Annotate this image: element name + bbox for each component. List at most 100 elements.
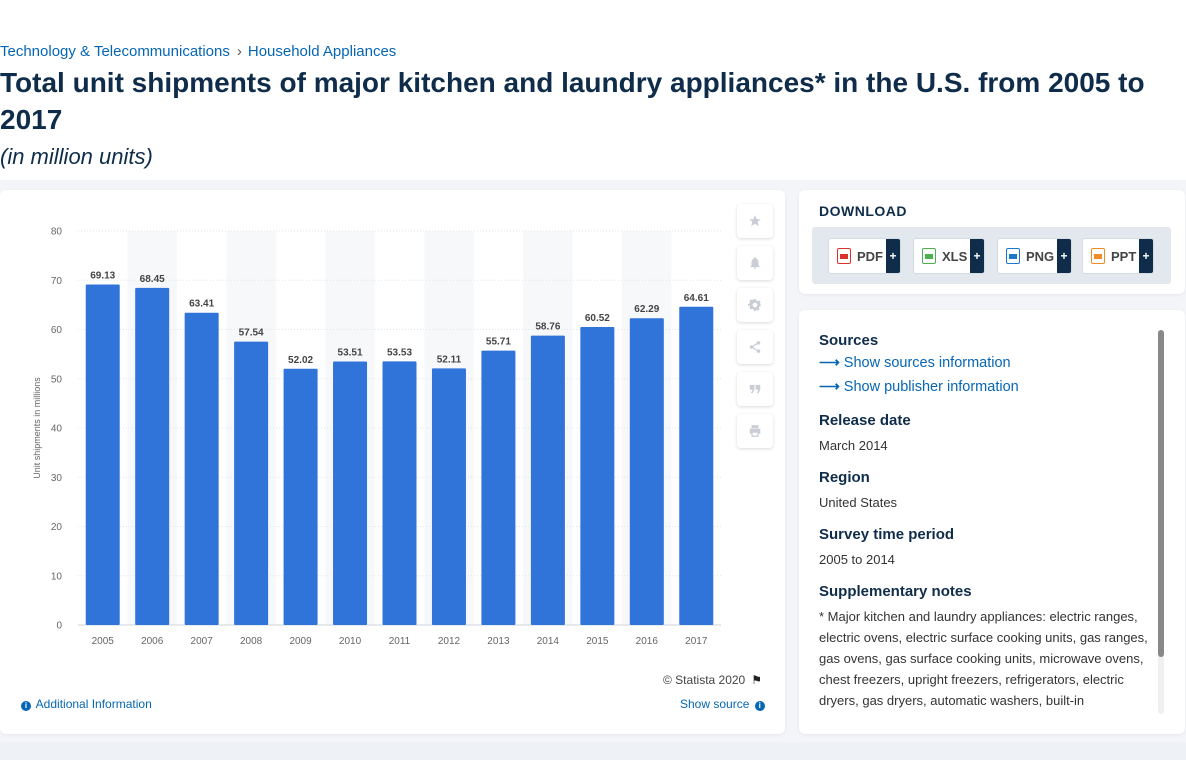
info-icon: i (21, 701, 31, 711)
header-background (0, 0, 1186, 180)
y-tick-label: 70 (51, 276, 63, 287)
arrow-right-icon: ⟶ (819, 355, 840, 371)
bar-value-label: 69.13 (90, 271, 115, 282)
download-title: DOWNLOAD (819, 203, 907, 219)
sources-title: Sources (819, 332, 879, 349)
release-date-section: Release date March 2014 (819, 412, 1154, 456)
x-tick-label: 2008 (240, 636, 263, 647)
bar-value-label: 68.45 (140, 274, 165, 285)
show-source-label: Show source (680, 697, 750, 711)
bar-value-label: 62.29 (634, 304, 659, 315)
bar (629, 318, 664, 625)
bar (679, 306, 714, 625)
bar-value-label: 52.02 (288, 355, 313, 366)
bar-value-label: 63.41 (189, 299, 214, 310)
pdf-file-icon (837, 248, 851, 264)
flag-icon[interactable]: ⚑ (751, 673, 762, 687)
show-source-link[interactable]: Show source i (680, 697, 767, 711)
bar (283, 368, 318, 625)
page-title: Total unit shipments of major kitchen an… (0, 67, 1145, 135)
supplementary-notes-section: Supplementary notes * Major kitchen and … (819, 583, 1154, 714)
download-card: DOWNLOAD PDF + XLS + PNG + PPT + (799, 190, 1185, 294)
y-tick-label: 0 (56, 621, 62, 632)
xls-file-icon (922, 248, 936, 264)
quote-icon[interactable] (737, 372, 773, 406)
chart-toolbar (737, 204, 773, 456)
breadcrumb-separator: › (236, 43, 242, 60)
x-tick-label: 2010 (339, 636, 362, 647)
download-pdf-button[interactable]: PDF + (828, 238, 901, 274)
survey-period-value: 2005 to 2014 (819, 552, 895, 567)
x-tick-label: 2016 (636, 636, 659, 647)
release-date-value: March 2014 (819, 438, 888, 453)
plus-icon: + (1057, 239, 1071, 273)
info-scrollbar-thumb[interactable] (1158, 330, 1164, 657)
x-tick-label: 2011 (389, 636, 411, 647)
y-tick-label: 10 (51, 571, 63, 582)
page-subtitle: (in million units) (0, 144, 153, 169)
download-png-button[interactable]: PNG + (997, 238, 1072, 274)
bar-value-label: 64.61 (684, 293, 709, 304)
print-icon[interactable] (737, 414, 773, 448)
additional-information-link[interactable]: i Additional Information (19, 697, 152, 711)
bar-value-label: 58.76 (535, 322, 560, 333)
y-tick-label: 50 (51, 374, 63, 385)
chart-card: 0 10 20 30 40 50 60 70 80 69.13 2005 68.45 2006 63.41… (0, 190, 785, 734)
bar (234, 341, 269, 625)
show-publisher-label: Show publisher information (843, 379, 1019, 395)
x-tick-label: 2007 (191, 636, 214, 647)
star-icon[interactable] (737, 204, 773, 238)
region-section: Region United States (819, 469, 1154, 513)
info-scroll-area[interactable]: Sources ⟶ Show sources information ⟶ Show … (819, 332, 1154, 714)
breadcrumb: Technology & Telecommunications › Househol… (0, 43, 396, 60)
breadcrumb-item-household-appliances[interactable]: Household Appliances (247, 43, 397, 60)
copyright-text: © Statista 2020 (663, 673, 746, 687)
plus-icon: + (886, 239, 900, 273)
bar (481, 350, 516, 625)
y-tick-label: 20 (51, 522, 63, 533)
download-xls-button[interactable]: XLS + (913, 238, 985, 274)
download-ppt-label: PPT (1111, 248, 1137, 264)
supplementary-notes-value: * Major kitchen and laundry appliances: … (819, 609, 1148, 708)
x-tick-label: 2012 (438, 636, 461, 647)
y-tick-label: 30 (51, 473, 63, 484)
bar (333, 361, 368, 625)
sources-section: Sources ⟶ Show sources information ⟶ Show … (819, 332, 1154, 399)
arrow-right-icon: ⟶ (819, 379, 840, 395)
bar (184, 312, 219, 625)
bar (580, 326, 615, 625)
gear-icon[interactable] (737, 288, 773, 322)
show-publisher-link[interactable]: ⟶ Show publisher information (819, 375, 1154, 399)
y-tick-label: 80 (51, 227, 63, 238)
bar (530, 335, 565, 625)
additional-information-label: Additional Information (35, 697, 152, 711)
ppt-file-icon (1091, 248, 1105, 264)
png-file-icon (1006, 248, 1020, 264)
release-date-title: Release date (819, 412, 911, 429)
bar-value-label: 57.54 (239, 328, 264, 339)
bar-chart: 0 10 20 30 40 50 60 70 80 69.13 2005 68.45 2006 63.41… (32, 227, 721, 647)
show-sources-label: Show sources information (843, 355, 1011, 371)
x-tick-label: 2017 (685, 636, 708, 647)
x-tick-label: 2009 (289, 636, 312, 647)
x-tick-label: 2006 (141, 636, 164, 647)
breadcrumb-item-technology[interactable]: Technology & Telecommunications (0, 43, 230, 60)
y-axis-title: Unit shipments in millions (32, 377, 42, 479)
plus-icon: + (1139, 239, 1153, 273)
download-xls-label: XLS (942, 248, 968, 264)
download-bar: PDF + XLS + PNG + PPT + (812, 227, 1171, 284)
supplementary-notes-title: Supplementary notes (819, 583, 972, 600)
bar-value-label: 53.53 (387, 347, 412, 358)
show-sources-link[interactable]: ⟶ Show sources information (819, 351, 1154, 375)
info-scrollbar[interactable] (1158, 330, 1164, 714)
share-icon[interactable] (737, 330, 773, 364)
bar (431, 368, 466, 625)
statistic-info-card: Sources ⟶ Show sources information ⟶ Show … (799, 310, 1185, 734)
download-ppt-button[interactable]: PPT + (1082, 238, 1154, 274)
chart-copyright: © Statista 2020 ⚑ (663, 673, 762, 687)
download-pdf-label: PDF (857, 248, 883, 264)
bell-icon[interactable] (737, 246, 773, 280)
bar (85, 284, 120, 625)
x-tick-label: 2015 (586, 636, 609, 647)
